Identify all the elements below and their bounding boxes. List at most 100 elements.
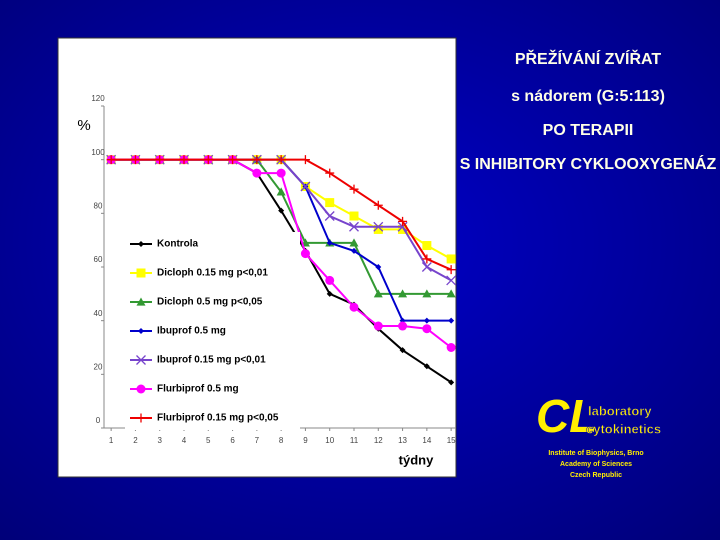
marker [300,155,310,165]
logo-line: Academy of Sciences [560,461,632,468]
marker [252,155,262,165]
marker [136,413,146,423]
marker [398,321,408,331]
marker [300,249,310,259]
logo-mark: CL [536,390,597,442]
marker [446,254,456,264]
x-tick-label: 14 [422,436,431,445]
marker [398,224,408,234]
legend-label: Kontrola [157,239,199,250]
legend-label: Flurbiprof 0.5 mg [157,384,239,395]
legend-box [125,232,300,430]
marker [373,224,383,234]
marker [326,239,333,246]
y-tick-label: 80 [94,201,103,210]
marker [422,254,432,264]
legend-label: Flurbiprof 0.15 mg p<0,05 [157,413,279,424]
marker [422,289,432,298]
marker [446,275,457,286]
y-tick-label: 20 [94,362,103,371]
x-tick-label: 9 [303,436,308,445]
marker [130,155,140,165]
legend-label: Ibuprof 0.5 mg [157,326,226,337]
heading-line: PO TERAPII [543,122,634,139]
y-tick-label: 0 [96,416,101,425]
y-tick-label: 120 [91,94,105,103]
y-tick-label: 100 [91,148,105,157]
marker [349,302,359,312]
marker [324,211,335,221]
marker [325,275,335,285]
marker [398,216,408,226]
x-tick-label: 7 [255,436,260,445]
x-tick-label: 2 [133,436,138,445]
marker [423,317,430,324]
marker [446,265,456,275]
marker [373,221,384,232]
x-tick-label: 11 [350,436,359,445]
marker [349,221,359,232]
marker [155,155,165,165]
marker [325,168,335,178]
x-tick-label: 1 [109,436,114,445]
logo-name: laboratory [588,403,652,418]
x-label: týdny [399,452,434,467]
marker [276,187,286,196]
marker [179,155,189,165]
marker [448,379,455,386]
marker [351,247,357,254]
marker [446,289,456,298]
marker [136,355,146,365]
marker [349,238,359,247]
marker [422,241,432,251]
heading-line: S INHIBITORY CYKLOOXYGENÁZ [460,154,717,173]
y-label: % [77,117,90,134]
marker [446,343,456,352]
marker [399,347,406,354]
marker [349,184,359,194]
marker [136,384,146,394]
legend-label: Dicloph 0.15 mg p<0,01 [157,268,268,279]
x-tick-label: 3 [157,436,162,445]
marker [423,363,430,370]
marker [397,221,408,232]
legend-label: Ibuprof 0.15 mg p<0,01 [157,355,266,366]
marker [136,268,146,278]
x-tick-label: 13 [398,436,407,445]
marker [228,155,238,165]
marker [326,290,333,297]
y-tick-label: 60 [94,255,103,264]
marker [422,324,432,334]
marker [448,317,455,324]
x-tick-label: 15 [447,436,456,445]
x-tick-label: 8 [279,436,284,445]
x-tick-label: 5 [206,436,211,445]
marker [373,200,383,210]
marker [325,198,335,208]
marker [276,168,286,178]
x-tick-label: 4 [182,436,187,445]
marker [398,289,408,298]
marker [349,211,359,221]
marker [138,328,144,334]
heading: PŘEŽÍVÁNÍ ZVÍŘAT s nádorem (G:5:113) PO … [460,49,717,173]
logo-name: cytokinetics [586,421,661,436]
heading-line: PŘEŽÍVÁNÍ ZVÍŘAT [515,49,662,68]
x-tick-label: 12 [374,436,383,445]
logo-line: Czech Republic [570,472,622,479]
marker [203,155,213,165]
legend: Kontrola Dicloph 0.15 mg p<0,01 Dicloph 0.… [125,232,300,430]
legend-label: Dicloph 0.5 mg p<0,05 [157,297,263,308]
marker [136,297,146,306]
logo-line: Institute of Biophysics, Brno [548,450,643,457]
marker [373,289,383,298]
marker [138,241,144,247]
x-tick-label: 10 [325,436,334,445]
marker [252,168,262,178]
marker [373,321,383,331]
x-tick-label: 6 [230,436,235,445]
marker [276,155,286,165]
marker [421,262,432,272]
y-tick-label: 40 [94,309,103,318]
